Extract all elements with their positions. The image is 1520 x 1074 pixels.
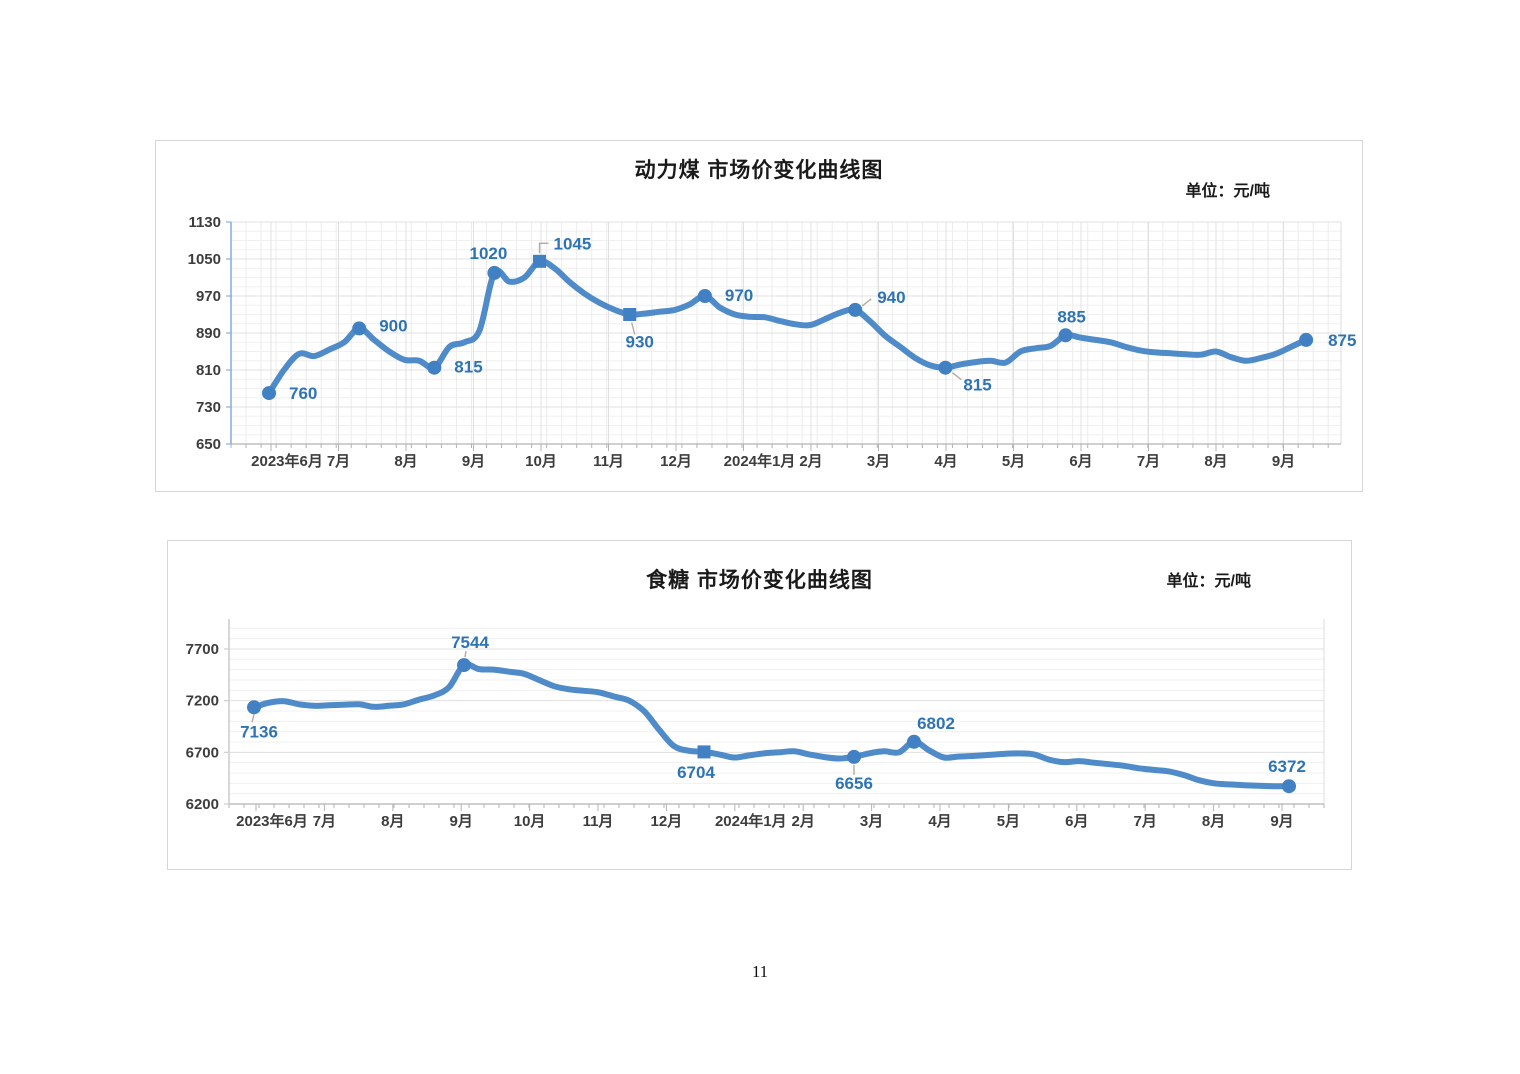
y-axis-tick-label: 7200 xyxy=(186,693,219,710)
x-axis-tick-label: 7月 xyxy=(313,813,336,830)
label-leader-line xyxy=(464,650,467,658)
x-axis-tick-label: 9月 xyxy=(1272,453,1295,470)
y-axis-tick-label: 650 xyxy=(196,436,221,453)
x-axis-tick-label: 12月 xyxy=(651,813,683,830)
y-axis-tick-label: 730 xyxy=(196,399,221,416)
data-point-marker xyxy=(1282,779,1296,794)
x-axis-tick-label: 6月 xyxy=(1065,813,1088,830)
data-point-marker xyxy=(533,254,546,268)
x-axis-tick-label: 8月 xyxy=(394,453,417,470)
data-point-marker xyxy=(938,360,953,375)
x-axis-tick-label: 2024年1月 xyxy=(715,812,787,830)
data-point-marker xyxy=(848,302,863,317)
data-point-label: 885 xyxy=(1057,307,1085,326)
data-point-marker xyxy=(487,265,502,280)
y-axis-tick-label: 1050 xyxy=(188,251,221,268)
data-point-label: 6704 xyxy=(677,763,715,782)
label-leader-line xyxy=(538,242,549,254)
x-axis-tick-label: 2月 xyxy=(799,453,822,470)
data-point-marker xyxy=(1058,328,1073,343)
x-axis-tick-label: 11月 xyxy=(593,453,624,470)
x-axis-tick-label: 2023年6月 xyxy=(251,452,323,470)
data-point-marker xyxy=(697,745,711,759)
x-axis-tick-label: 7月 xyxy=(327,453,350,470)
label-leader-line xyxy=(861,298,872,307)
y-axis-tick-label: 7700 xyxy=(186,641,219,658)
x-axis-tick-label: 7月 xyxy=(1137,453,1160,470)
y-axis-tick-label: 810 xyxy=(196,362,221,379)
x-axis-tick-label: 6月 xyxy=(1069,453,1092,470)
y-axis-tick-label: 970 xyxy=(196,288,221,305)
x-axis-tick-label: 8月 xyxy=(1202,813,1225,830)
coal-price-chart-card: 动力煤 市场价变化曲线图 单位：元/吨 650 730 810 890 970 1050 1… xyxy=(155,140,1363,492)
sugar-chart-unit-label: 单位：元/吨 xyxy=(1166,573,1251,590)
x-axis-tick-label: 8月 xyxy=(1204,453,1227,470)
x-axis-tick-label: 3月 xyxy=(860,813,883,830)
x-axis-tick-label: 5月 xyxy=(997,813,1020,830)
y-axis-tick-label: 1130 xyxy=(188,214,221,231)
data-point-label: 940 xyxy=(877,288,905,307)
x-axis-tick-label: 10月 xyxy=(514,813,546,830)
sugar-chart-title: 食糖 市场价变化曲线图 xyxy=(646,569,873,592)
data-point-label: 1020 xyxy=(469,244,507,263)
x-axis-tick-label: 11月 xyxy=(583,813,614,830)
data-point-label: 970 xyxy=(725,286,753,305)
x-axis-tick-label: 2月 xyxy=(792,813,815,830)
data-point-marker xyxy=(623,308,637,321)
data-point-label: 815 xyxy=(963,376,991,395)
label-leader-line xyxy=(631,322,636,335)
data-point-label: 1045 xyxy=(554,234,592,253)
sugar-price-line-chart: 6200 6700 7200 7700 2023年6月 7月 8月 9月 10月 11月 12月 20… xyxy=(186,619,1325,830)
x-axis-tick-label: 2023年6月 xyxy=(236,812,308,830)
coal-chart-title: 动力煤 市场价变化曲线图 xyxy=(634,159,884,182)
y-axis-tick-label: 6700 xyxy=(186,744,219,761)
y-axis-tick-label: 890 xyxy=(196,325,221,342)
price-line xyxy=(266,258,1310,397)
data-point-marker xyxy=(847,749,861,764)
x-axis-tick-label: 2024年1月 xyxy=(724,452,796,470)
data-point-label: 7136 xyxy=(240,722,278,741)
data-point-label: 6656 xyxy=(835,774,873,793)
label-leader-line xyxy=(251,714,255,723)
data-point-marker xyxy=(427,360,442,375)
data-point-label: 875 xyxy=(1328,331,1356,350)
sugar-price-chart-card: 食糖 市场价变化曲线图 单位：元/吨 6200 6700 7200 7700 2023年… xyxy=(167,540,1352,870)
y-axis-tick-label: 6200 xyxy=(186,796,219,813)
data-point-marker xyxy=(247,700,261,715)
x-axis-tick-label: 12月 xyxy=(660,453,692,470)
price-line xyxy=(251,661,1292,790)
x-axis-tick-label: 3月 xyxy=(867,453,890,470)
data-point-marker xyxy=(697,289,712,303)
x-axis-tick-label: 9月 xyxy=(450,813,473,830)
x-axis-tick-label: 10月 xyxy=(525,453,557,470)
x-axis-tick-label: 7月 xyxy=(1134,813,1157,830)
data-point-label: 6372 xyxy=(1268,757,1306,776)
data-point-label: 760 xyxy=(289,384,317,403)
data-point-label: 815 xyxy=(454,358,482,377)
x-axis-tick-label: 9月 xyxy=(462,453,485,470)
page-number: 11 xyxy=(751,962,769,981)
x-axis-tick-label: 8月 xyxy=(381,813,404,830)
data-point-marker xyxy=(907,734,921,749)
data-point-label: 6802 xyxy=(917,714,955,733)
x-axis-tick-label: 9月 xyxy=(1270,813,1293,830)
x-axis-tick-label: 4月 xyxy=(934,453,957,470)
x-axis-tick-label: 5月 xyxy=(1002,453,1025,470)
data-point-label: 7544 xyxy=(451,633,489,652)
label-leader-line xyxy=(951,372,962,381)
data-point-marker xyxy=(1299,332,1314,347)
data-point-marker xyxy=(352,321,367,336)
data-point-marker xyxy=(262,386,276,401)
x-axis-tick-label: 4月 xyxy=(928,813,951,830)
coal-chart-unit-label: 单位：元/吨 xyxy=(1185,183,1270,200)
data-point-marker xyxy=(457,658,471,673)
data-point-label: 930 xyxy=(626,333,654,352)
data-point-label: 900 xyxy=(379,316,407,335)
